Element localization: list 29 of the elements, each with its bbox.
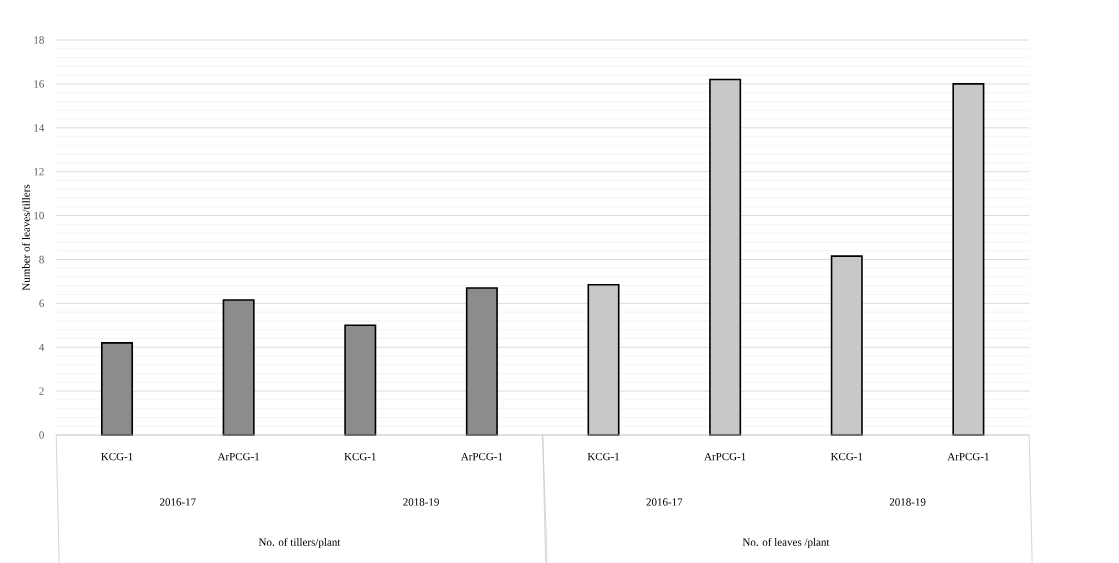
y-tick-label: 12 bbox=[34, 168, 44, 176]
x-tick-label: KCG-1 bbox=[830, 452, 863, 461]
text: No. of tillers/plant bbox=[258, 537, 341, 549]
y-tick-label: 16 bbox=[34, 80, 44, 88]
bar bbox=[222, 299, 255, 436]
y-tick-label: 10 bbox=[34, 211, 44, 220]
x-tick-label: KCG-1 bbox=[101, 452, 133, 461]
y-axis-title: Number of leaves/tillers bbox=[21, 184, 30, 291]
x-tick-label: ArPCG-1 bbox=[947, 452, 989, 461]
x-tick-label: ArPCG-1 bbox=[460, 452, 503, 461]
y-tick-label: 2 bbox=[39, 387, 44, 395]
bar bbox=[344, 324, 377, 436]
bar bbox=[101, 342, 134, 436]
text: 2016-17 bbox=[646, 498, 683, 506]
y-tick-label: 4 bbox=[39, 343, 45, 351]
y-tick-label: 14 bbox=[34, 124, 45, 132]
bar bbox=[465, 287, 498, 436]
y-tick-label: 6 bbox=[39, 299, 44, 308]
text: 2018-19 bbox=[403, 498, 439, 506]
x-tick-label: ArPCG-1 bbox=[704, 452, 746, 461]
text: 2016-17 bbox=[159, 498, 196, 506]
y-tick-label: 8 bbox=[39, 255, 44, 264]
x-tick-label: KCG-1 bbox=[587, 452, 620, 461]
x-tick-label: KCG-1 bbox=[344, 452, 376, 461]
y-tick-label: 18 bbox=[34, 36, 44, 44]
y-tick-label: 0 bbox=[39, 431, 44, 439]
x-tick-label: ArPCG-1 bbox=[217, 452, 260, 461]
text: No. of leaves /plant bbox=[742, 537, 830, 549]
text: 2018-19 bbox=[889, 498, 926, 506]
